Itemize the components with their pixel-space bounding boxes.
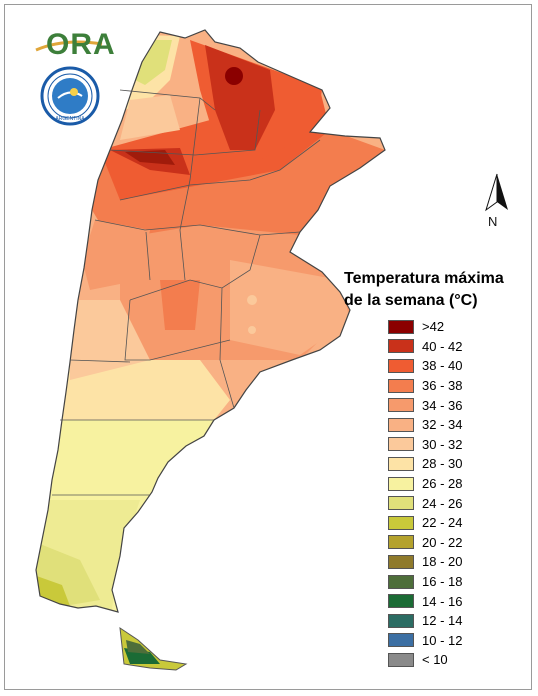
legend-swatch xyxy=(388,535,414,550)
north-arrow-icon xyxy=(482,172,512,232)
legend-item: 28 - 30 xyxy=(388,454,462,474)
legend-label: 12 - 14 xyxy=(422,613,463,629)
legend-label: 22 - 24 xyxy=(422,515,463,531)
legend-swatch xyxy=(388,417,414,432)
legend-item: 36 - 38 xyxy=(388,376,462,396)
legend-title: Temperatura máxima de la semana (°C) xyxy=(344,268,534,312)
legend-label: 14 - 16 xyxy=(422,593,463,609)
legend-label: 30 - 32 xyxy=(422,436,463,452)
legend-item: 22 - 24 xyxy=(388,513,462,533)
legend-item: 40 - 42 xyxy=(388,337,462,357)
legend-item: 12 - 14 xyxy=(388,611,462,631)
legend-item: 18 - 20 xyxy=(388,552,462,572)
legend-item: 14 - 16 xyxy=(388,591,462,611)
legend-swatch xyxy=(388,515,414,530)
legend-label: 38 - 40 xyxy=(422,358,463,374)
legend-label: 32 - 34 xyxy=(422,417,463,433)
legend-swatch xyxy=(388,358,414,373)
tierra-del-fuego xyxy=(119,626,188,671)
legend-swatch xyxy=(388,496,414,511)
legend-swatch xyxy=(388,594,414,609)
legend-label: >42 xyxy=(422,319,445,335)
legend-item: 24 - 26 xyxy=(388,493,462,513)
legend-label: < 10 xyxy=(422,652,448,668)
legend-swatch xyxy=(388,437,414,452)
legend-label: 16 - 18 xyxy=(422,574,463,590)
legend-label: 10 - 12 xyxy=(422,632,463,648)
legend-swatch xyxy=(388,319,414,334)
ora-logo-text: ORA xyxy=(46,28,116,61)
province-borders xyxy=(52,89,321,496)
legend-swatch xyxy=(388,613,414,628)
legend-swatch xyxy=(388,652,414,667)
legend-label: 36 - 38 xyxy=(422,378,463,394)
legend-item: 30 - 32 xyxy=(388,435,462,455)
legend-swatch xyxy=(388,554,414,569)
legend-item: 38 - 40 xyxy=(388,356,462,376)
legend-title-line1: Temperatura máxima xyxy=(344,270,504,287)
legend-label: 26 - 28 xyxy=(422,476,463,492)
ora-swoosh-logo xyxy=(34,36,104,61)
legend-label: 24 - 26 xyxy=(422,495,463,511)
legend-label: 18 - 20 xyxy=(422,554,463,570)
legend-swatch xyxy=(388,456,414,471)
legend-swatch xyxy=(388,574,414,589)
legend-item: < 10 xyxy=(388,650,462,670)
legend-item: 32 - 34 xyxy=(388,415,462,435)
legend-item: >42 xyxy=(388,317,462,337)
legend-label: 34 - 36 xyxy=(422,397,463,413)
temperature-legend: >42 40 - 42 38 - 40 36 - 38 34 - 36 32 - 34 30… xyxy=(388,317,462,670)
legend-item: 20 - 22 xyxy=(388,533,462,553)
smn-institutional-seal-icon: ARGENTINA xyxy=(40,66,100,126)
legend-swatch xyxy=(388,339,414,354)
legend-swatch xyxy=(388,633,414,648)
legend-swatch xyxy=(388,476,414,491)
legend-item: 16 - 18 xyxy=(388,572,462,592)
legend-swatch xyxy=(388,398,414,413)
legend-item: 26 - 28 xyxy=(388,474,462,494)
legend-label: 20 - 22 xyxy=(422,534,463,550)
legend-item: 10 - 12 xyxy=(388,631,462,651)
map-frame xyxy=(4,4,532,690)
legend-label: 28 - 30 xyxy=(422,456,463,472)
legend-swatch xyxy=(388,378,414,393)
seal-caption: ARGENTINA xyxy=(55,116,85,122)
legend-item: 34 - 36 xyxy=(388,395,462,415)
north-label: N xyxy=(488,214,498,229)
legend-title-line2: de la semana (°C) xyxy=(344,292,478,309)
legend-label: 40 - 42 xyxy=(422,338,463,354)
